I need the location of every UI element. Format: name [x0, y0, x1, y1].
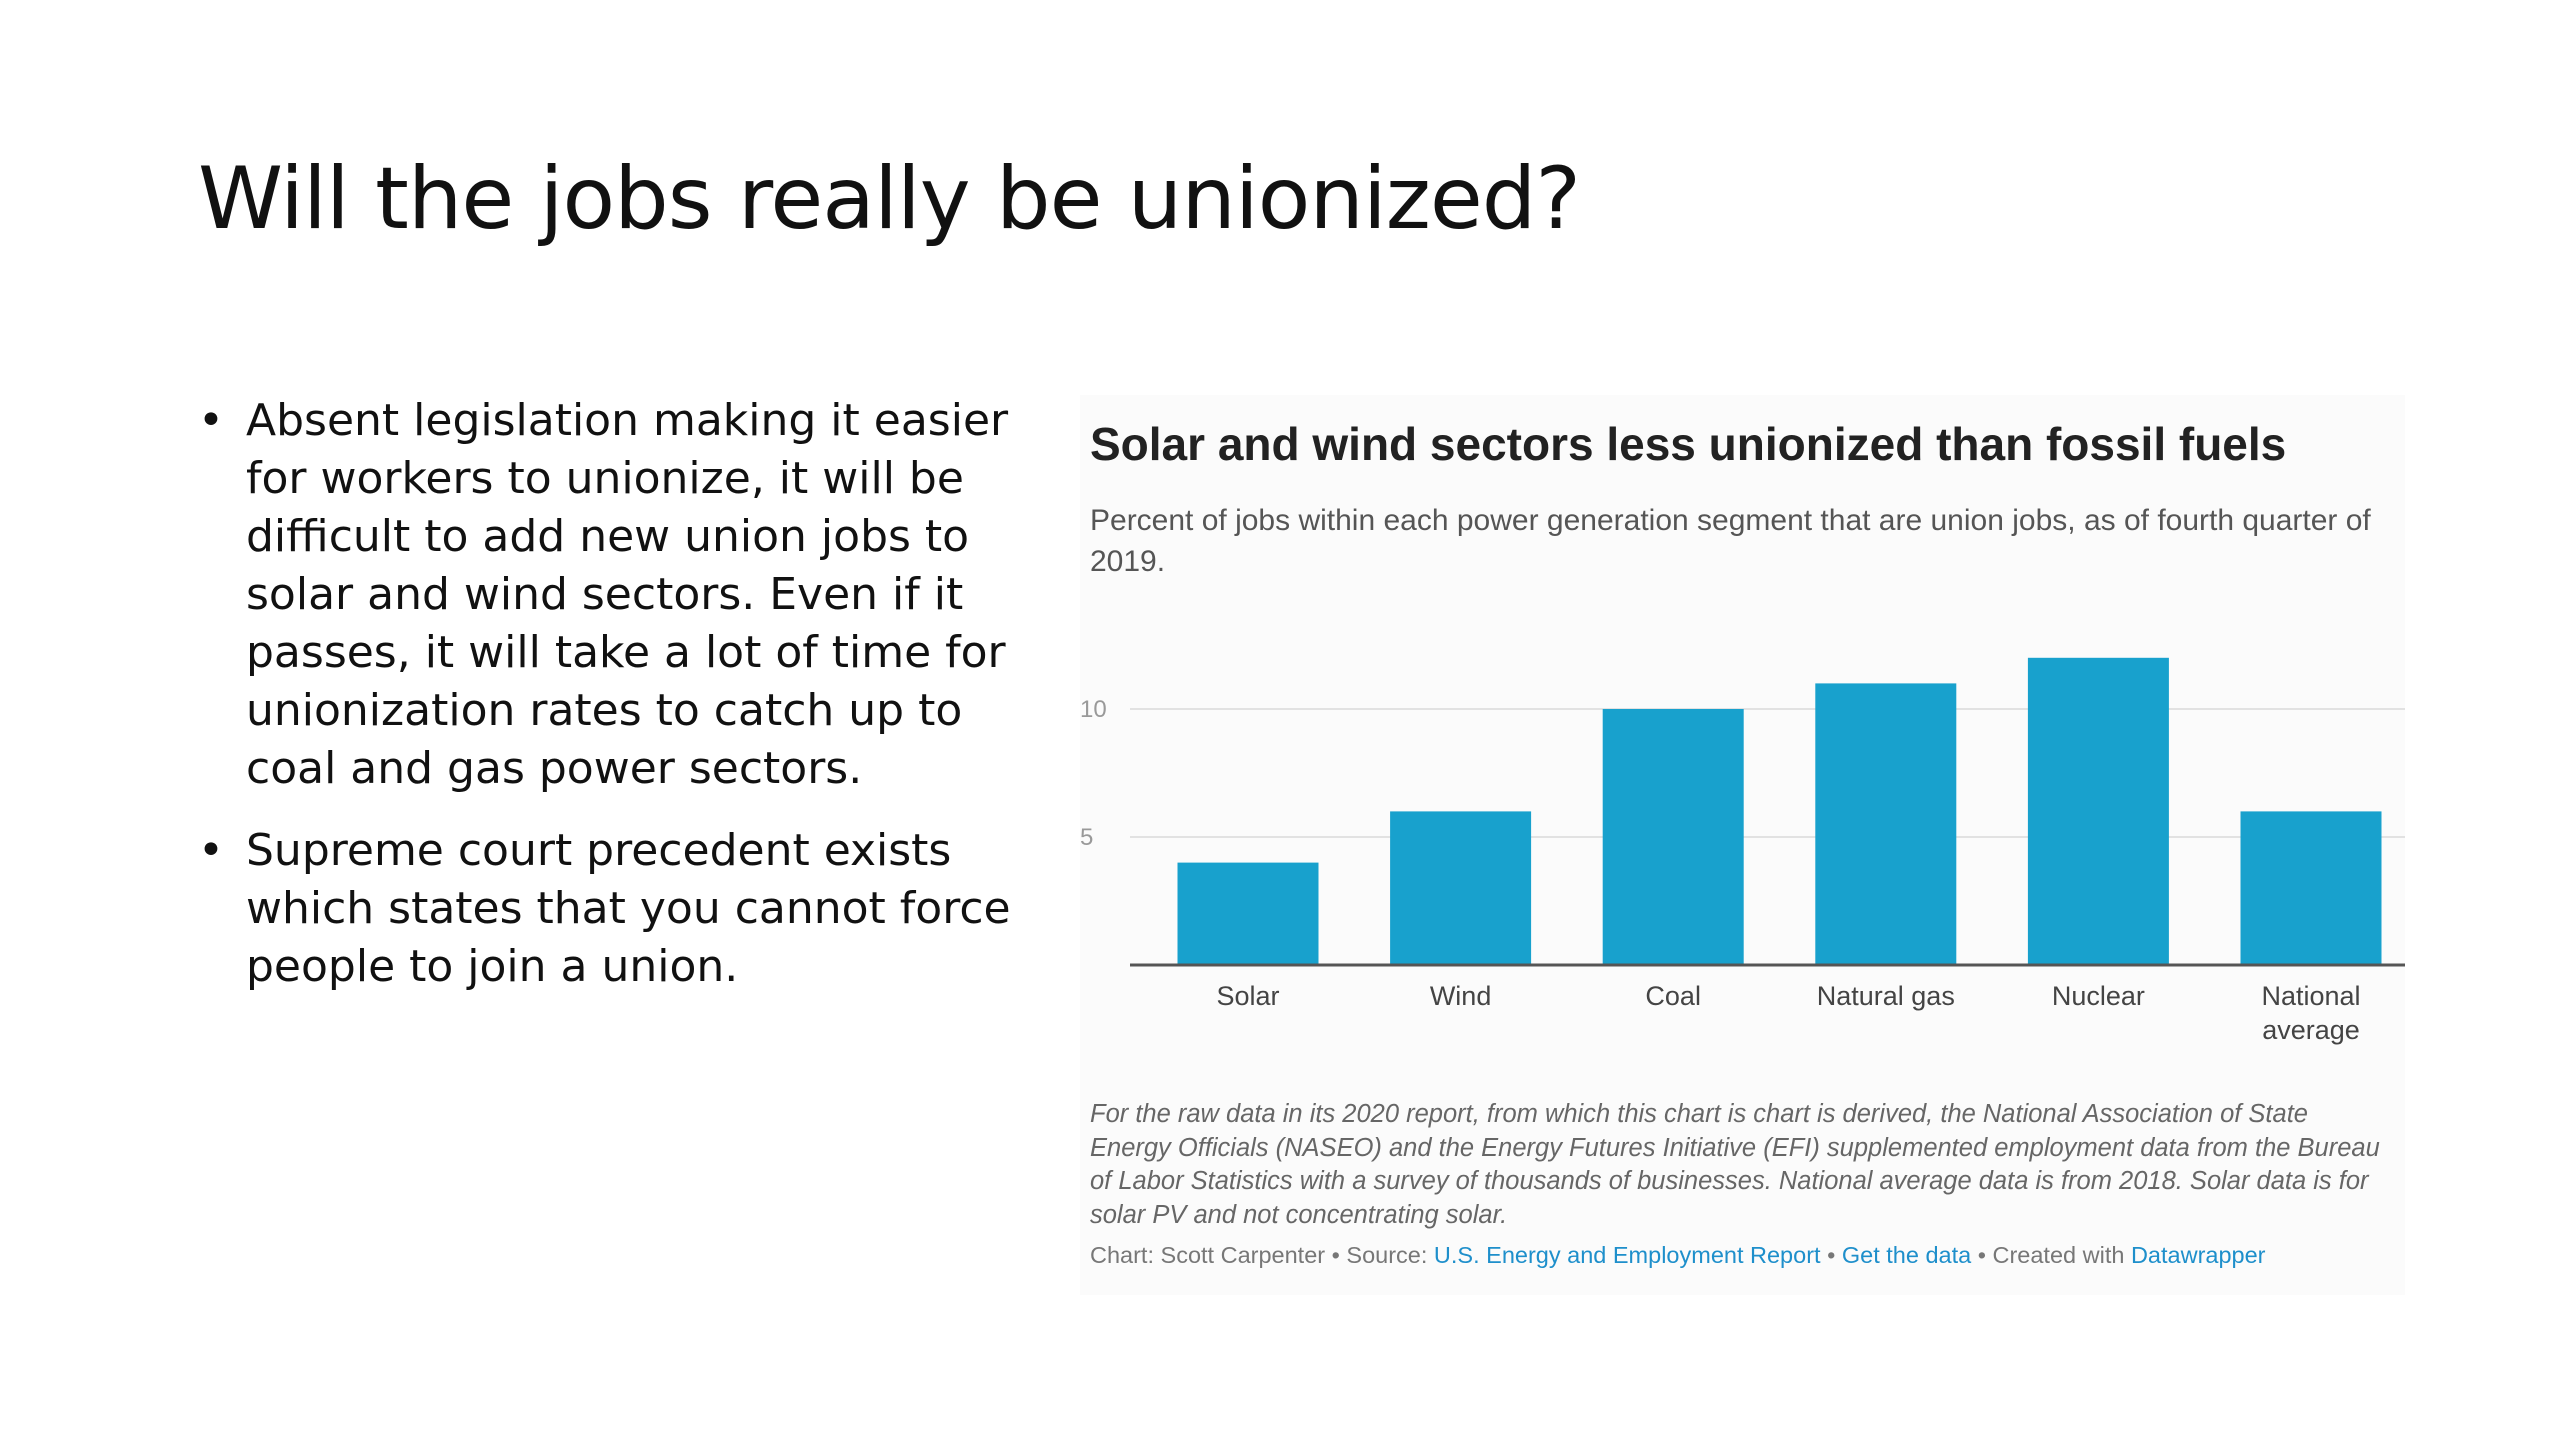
x-tick-label: National average	[2261, 981, 2360, 1045]
bullet-marker: •	[198, 825, 224, 876]
y-tick-label: 5	[1080, 824, 1093, 851]
credits-separator: •	[1827, 1242, 1836, 1268]
bar	[1177, 862, 1319, 965]
x-tick-label: Coal	[1645, 981, 1701, 1011]
bullet-item: • Supreme court precedent exists which s…	[198, 822, 1018, 996]
chart-notes: For the raw data in its 2020 report, fro…	[1090, 1100, 2380, 1229]
bullet-text: Absent legislation making it easier for …	[246, 395, 1009, 794]
y-tick-label: 10	[1080, 696, 1107, 723]
bar-chart: 5 10 Solar Wind Coal Natural gas Nuclear Nation…	[1080, 657, 2405, 1045]
chart-title: Solar and wind sectors less unionized th…	[1090, 418, 2287, 470]
bullet-marker: •	[198, 395, 224, 446]
bar	[2027, 657, 2169, 965]
datawrapper-link[interactable]: Datawrapper	[2130, 1242, 2266, 1268]
bar	[1390, 811, 1532, 965]
bullet-list: • Absent legislation making it easier fo…	[198, 392, 1018, 1020]
x-tick-label: Natural gas	[1817, 981, 1955, 1011]
chart-byline: Chart: Scott Carpenter	[1090, 1242, 1326, 1268]
x-tick-label: Wind	[1430, 981, 1492, 1011]
x-tick-label: Solar	[1216, 981, 1279, 1011]
bullet-text: Supreme court precedent exists which sta…	[246, 825, 1011, 992]
created-with-label: • Created with	[1977, 1242, 2125, 1268]
get-data-link[interactable]: Get the data	[1841, 1242, 1972, 1268]
bar	[1602, 709, 1744, 965]
bullet-item: • Absent legislation making it easier fo…	[198, 392, 1018, 798]
chart-subtitle: Percent of jobs within each power genera…	[1090, 504, 2371, 578]
slide-title: Will the jobs really be unionized?	[198, 149, 1581, 249]
chart-credits: Chart: Scott Carpenter • Source: U.S. En…	[1090, 1242, 2266, 1269]
bar	[2240, 811, 2382, 965]
source-link[interactable]: U.S. Energy and Employment Report	[1433, 1242, 1821, 1268]
source-label: • Source:	[1331, 1242, 1428, 1268]
bar	[1815, 683, 1957, 965]
x-tick-label: Nuclear	[2052, 981, 2145, 1011]
chart-panel: Solar and wind sectors less unionized th…	[1080, 395, 2405, 1295]
